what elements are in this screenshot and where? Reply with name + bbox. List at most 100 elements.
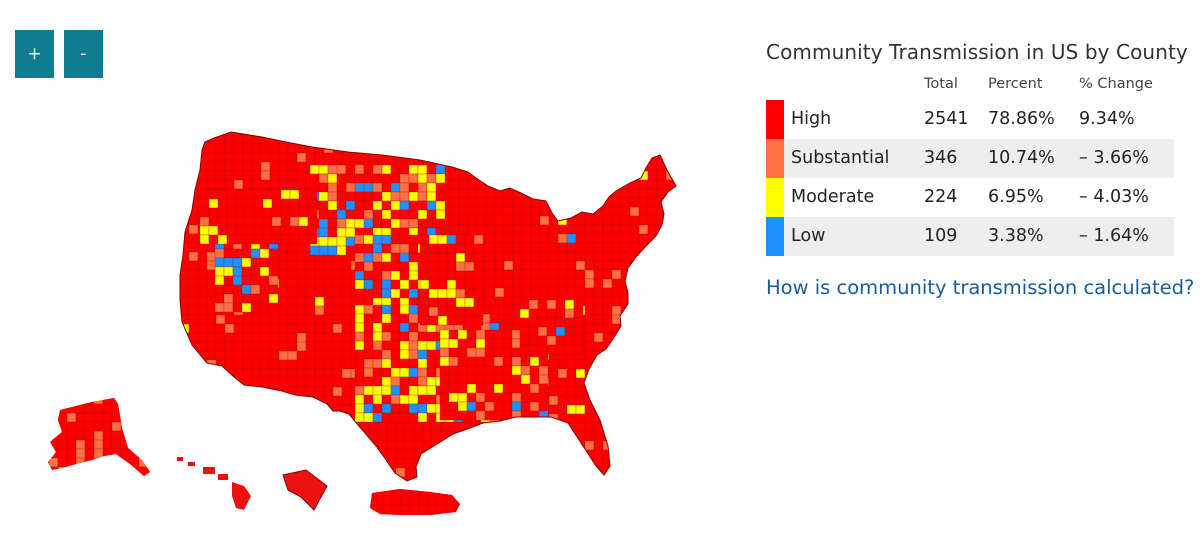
- county-cell[interactable]: [296, 431, 307, 442]
- county-cell[interactable]: [428, 279, 439, 290]
- county-cell[interactable]: [408, 394, 419, 405]
- county-cell[interactable]: [341, 134, 352, 145]
- county-cell[interactable]: [557, 278, 568, 289]
- county-cell[interactable]: [629, 323, 640, 334]
- county-cell[interactable]: [417, 385, 428, 396]
- county-cell[interactable]: [111, 475, 122, 485]
- county-cell[interactable]: [242, 422, 253, 433]
- county-cell[interactable]: [323, 350, 334, 361]
- county-cell[interactable]: [341, 269, 352, 280]
- county-cell[interactable]: [381, 340, 392, 351]
- county-cell[interactable]: [180, 188, 190, 199]
- county-cell[interactable]: [188, 161, 199, 172]
- county-cell[interactable]: [40, 430, 50, 441]
- county-cell[interactable]: [428, 234, 439, 245]
- county-cell[interactable]: [575, 242, 586, 253]
- contiguous-us[interactable]: [170, 120, 690, 490]
- county-cell[interactable]: [520, 365, 531, 376]
- county-cell[interactable]: [251, 161, 262, 172]
- county-cell[interactable]: [318, 191, 329, 202]
- county-cell[interactable]: [314, 386, 325, 397]
- county-cell[interactable]: [365, 487, 375, 497]
- county-cell[interactable]: [188, 476, 199, 486]
- county-cell[interactable]: [408, 313, 419, 324]
- county-cell[interactable]: [75, 395, 86, 405]
- county-cell[interactable]: [269, 359, 280, 370]
- county-cell[interactable]: [647, 197, 658, 208]
- county-cell[interactable]: [287, 251, 298, 262]
- county-cell[interactable]: [233, 431, 244, 442]
- county-cell[interactable]: [206, 350, 217, 361]
- county-cell[interactable]: [419, 279, 430, 290]
- county-cell[interactable]: [502, 374, 513, 385]
- county-cell[interactable]: [262, 207, 273, 218]
- county-cell[interactable]: [647, 314, 658, 325]
- county-cell[interactable]: [593, 323, 604, 334]
- county-cell[interactable]: [323, 440, 334, 451]
- county-cell[interactable]: [458, 215, 469, 226]
- county-cell[interactable]: [494, 458, 505, 469]
- county-cell[interactable]: [359, 467, 370, 478]
- county-cell[interactable]: [493, 347, 504, 358]
- county-cell[interactable]: [215, 395, 226, 406]
- county-cell[interactable]: [242, 134, 253, 145]
- county-cell[interactable]: [408, 218, 419, 229]
- county-cell[interactable]: [593, 440, 604, 451]
- county-cell[interactable]: [620, 341, 631, 352]
- county-cell[interactable]: [305, 332, 316, 343]
- county-cell[interactable]: [493, 338, 504, 349]
- county-cell[interactable]: [528, 299, 539, 310]
- county-cell[interactable]: [372, 394, 383, 405]
- county-cell[interactable]: [494, 233, 505, 244]
- county-cell[interactable]: [314, 278, 325, 289]
- county-cell[interactable]: [457, 329, 468, 340]
- county-cell[interactable]: [467, 206, 478, 217]
- county-cell[interactable]: [66, 439, 77, 450]
- county-cell[interactable]: [206, 161, 217, 172]
- county-cell[interactable]: [197, 332, 208, 343]
- county-cell[interactable]: [638, 287, 649, 298]
- county-cell[interactable]: [40, 421, 50, 432]
- county-cell[interactable]: [548, 395, 559, 406]
- county-cell[interactable]: [519, 335, 530, 346]
- county-cell[interactable]: [566, 197, 577, 208]
- county-cell[interactable]: [512, 251, 523, 262]
- county-cell[interactable]: [250, 275, 261, 286]
- county-cell[interactable]: [521, 287, 532, 298]
- county-cell[interactable]: [647, 332, 658, 343]
- county-cell[interactable]: [120, 430, 131, 441]
- county-cell[interactable]: [251, 143, 262, 154]
- county-cell[interactable]: [399, 313, 410, 324]
- county-cell[interactable]: [327, 200, 338, 211]
- county-cell[interactable]: [593, 287, 604, 298]
- county-cell[interactable]: [557, 287, 568, 298]
- county-cell[interactable]: [494, 197, 505, 208]
- county-cell[interactable]: [611, 224, 622, 235]
- county-cell[interactable]: [408, 243, 419, 254]
- county-cell[interactable]: [386, 431, 397, 442]
- county-cell[interactable]: [529, 383, 540, 394]
- county-cell[interactable]: [372, 313, 383, 324]
- county-cell[interactable]: [48, 457, 59, 468]
- county-cell[interactable]: [475, 338, 486, 349]
- county-cell[interactable]: [446, 270, 457, 281]
- county-cell[interactable]: [296, 269, 307, 280]
- county-cell[interactable]: [512, 206, 523, 217]
- county-cell[interactable]: [573, 299, 584, 310]
- county-cell[interactable]: [251, 422, 262, 433]
- county-cell[interactable]: [584, 314, 595, 325]
- county-cell[interactable]: [435, 164, 446, 175]
- county-cell[interactable]: [269, 161, 280, 172]
- county-cell[interactable]: [539, 224, 550, 235]
- county-cell[interactable]: [665, 206, 676, 217]
- county-cell[interactable]: [120, 466, 131, 476]
- county-cell[interactable]: [278, 449, 289, 460]
- county-cell[interactable]: [382, 504, 393, 515]
- county-cell[interactable]: [289, 225, 300, 236]
- county-cell[interactable]: [566, 440, 577, 451]
- county-cell[interactable]: [138, 403, 149, 414]
- county-cell[interactable]: [241, 257, 252, 268]
- county-cell[interactable]: [48, 395, 59, 405]
- county-cell[interactable]: [138, 439, 149, 450]
- county-cell[interactable]: [548, 386, 559, 397]
